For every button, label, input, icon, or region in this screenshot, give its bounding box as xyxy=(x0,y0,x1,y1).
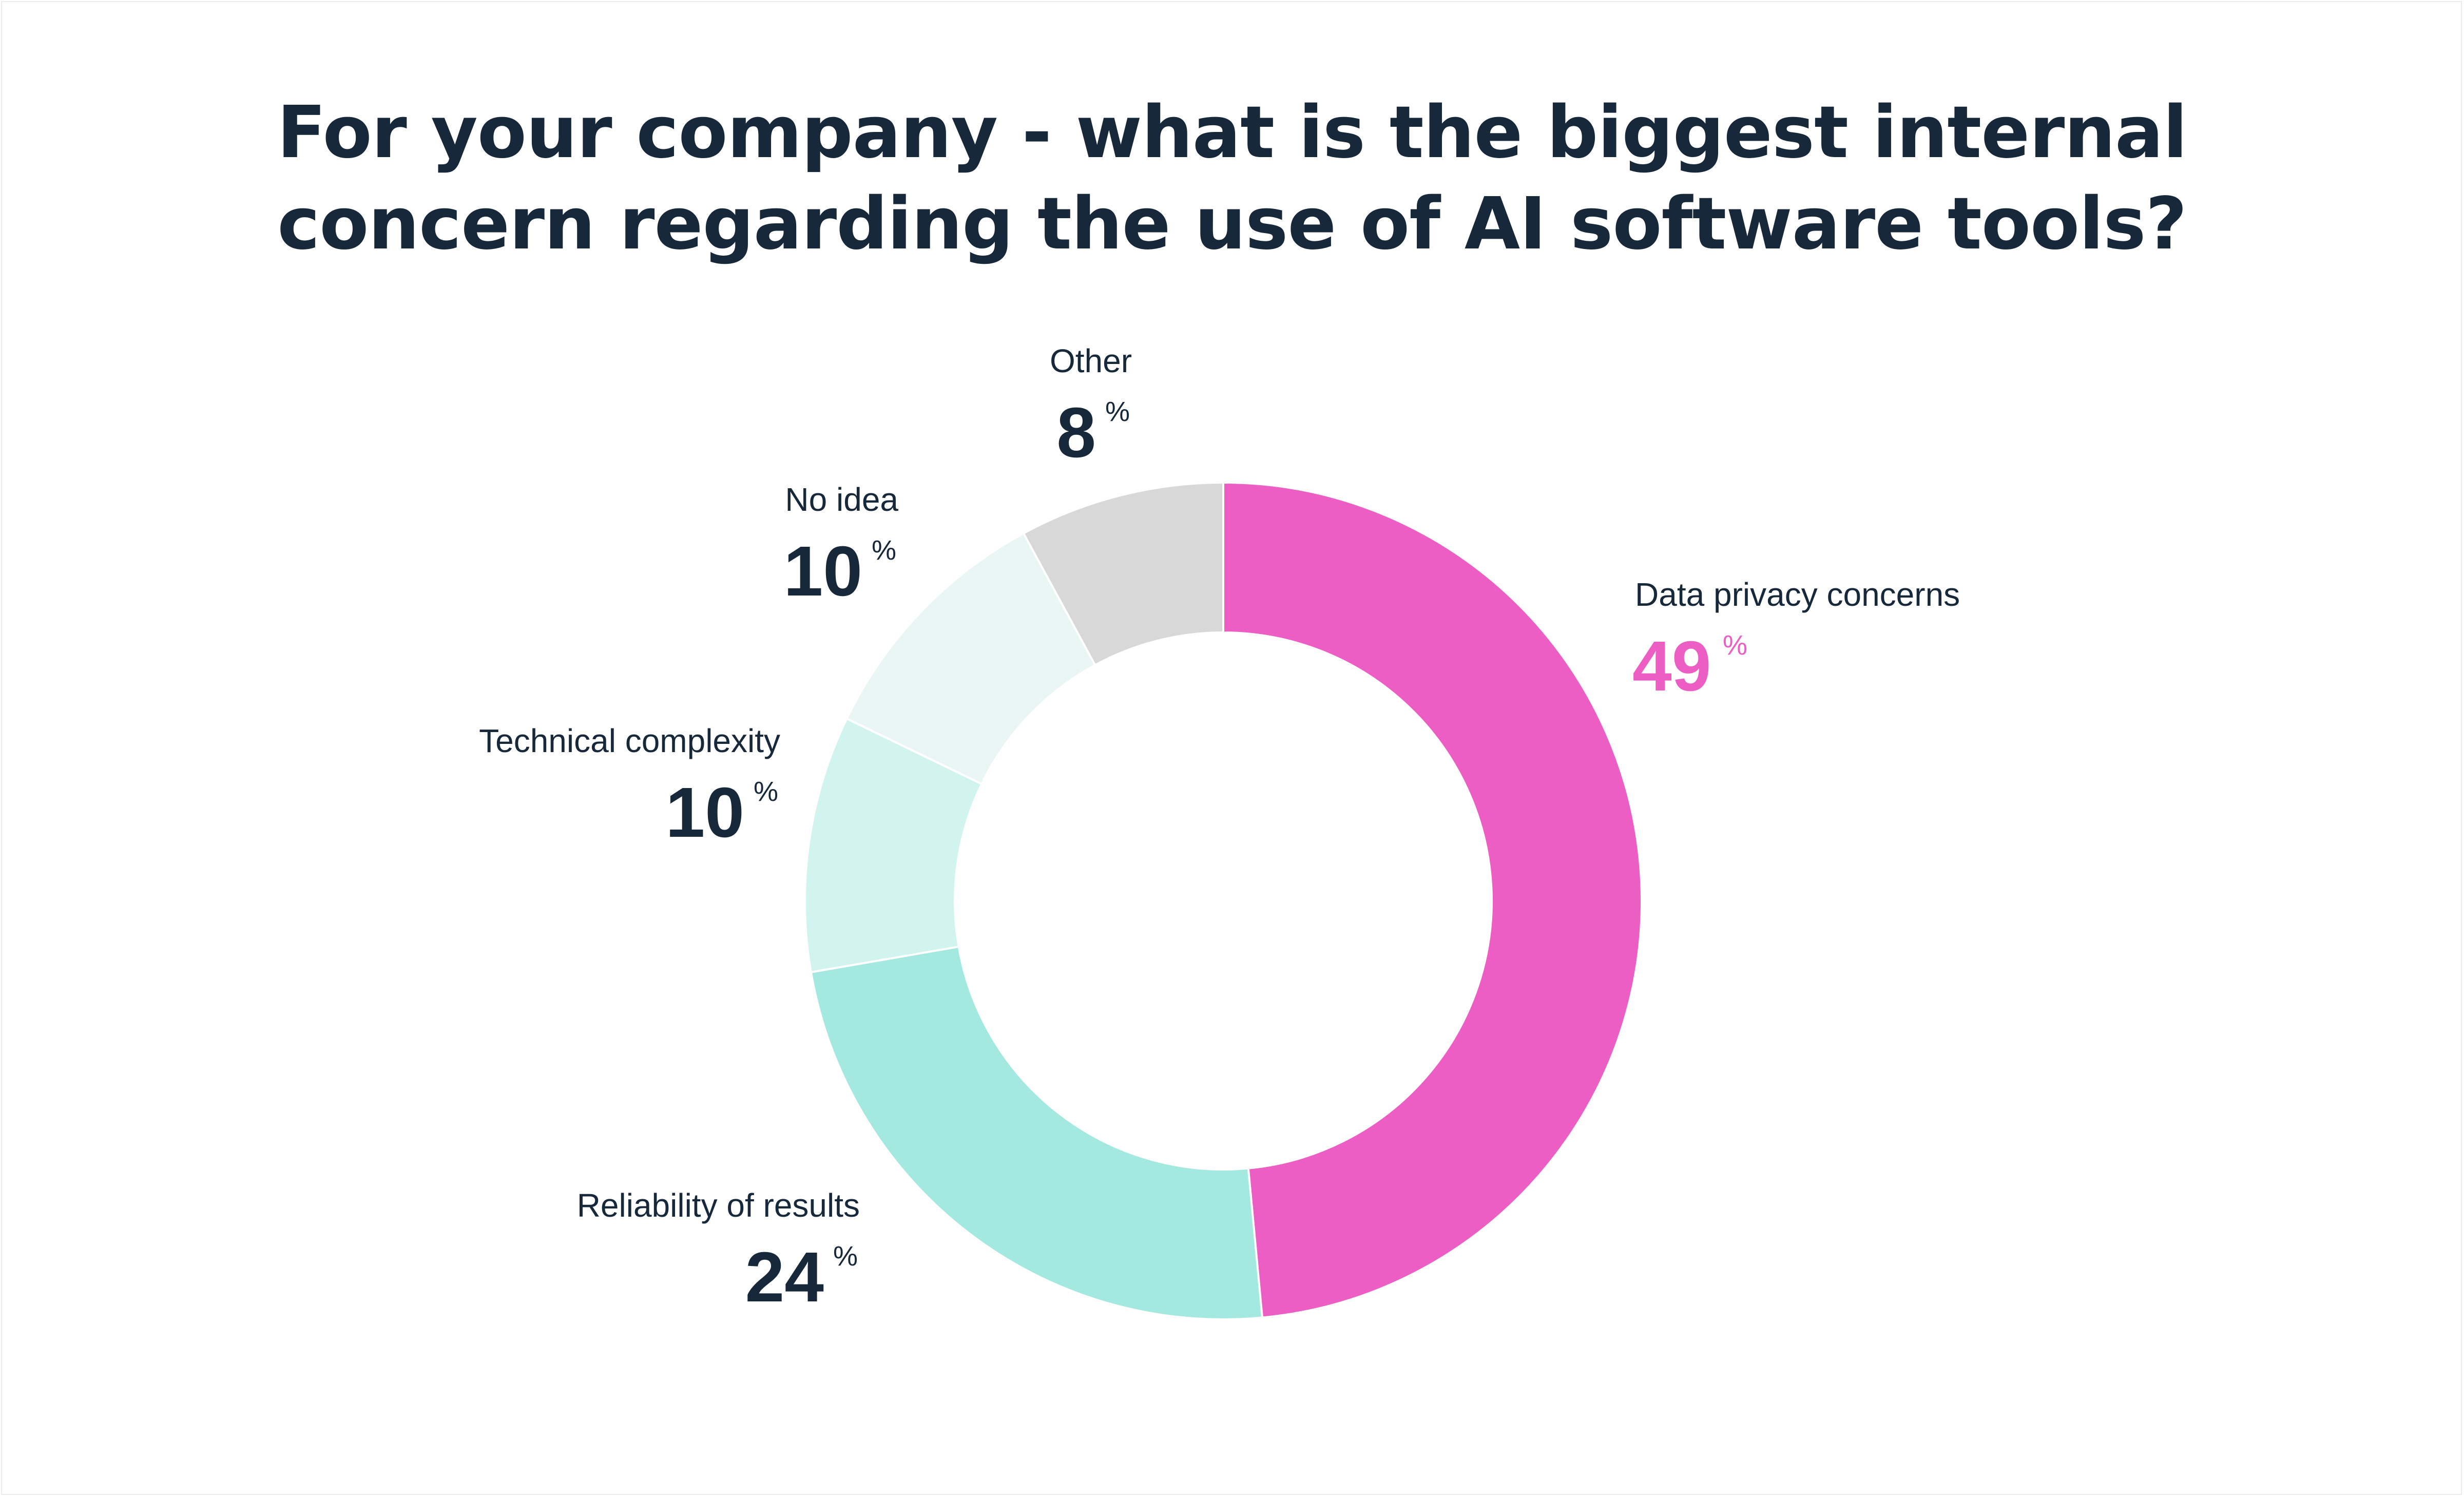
slice-unit-reliability-of-results: % xyxy=(833,1241,858,1272)
donut-slices xyxy=(804,481,1643,1320)
slice-label-other: Other xyxy=(1050,342,1132,379)
slice-unit-data-privacy-concerns: % xyxy=(1723,630,1747,661)
slice-reliability-of-results xyxy=(810,945,1264,1320)
slice-unit-technical-complexity: % xyxy=(754,776,778,807)
chart-title-line-1: For your company - what is the biggest i… xyxy=(277,91,2188,175)
slice-value-data-privacy-concerns: 49 xyxy=(1632,627,1711,706)
chart-title: For your company - what is the biggest i… xyxy=(0,87,2464,270)
slice-other xyxy=(1022,481,1224,667)
slice-label-reliability-of-results: Reliability of results xyxy=(577,1187,860,1224)
slice-unit-other: % xyxy=(1105,396,1130,427)
slice-value-reliability-of-results: 24 xyxy=(745,1238,824,1317)
slice-label-no-idea: No idea xyxy=(785,481,898,518)
slice-labels: Data privacy concerns 49 % Reliability of r… xyxy=(479,342,1960,1317)
slice-value-other: 8 xyxy=(1056,393,1096,472)
slice-value-no-idea: 10 xyxy=(784,532,863,611)
chart-title-line-2: concern regarding the use of AI software… xyxy=(277,182,2187,266)
slice-label-data-privacy-concerns: Data privacy concerns xyxy=(1635,576,1960,613)
slice-unit-no-idea: % xyxy=(872,535,896,566)
slice-value-technical-complexity: 10 xyxy=(666,773,745,852)
slice-data-privacy-concerns xyxy=(1222,481,1643,1319)
slice-label-technical-complexity: Technical complexity xyxy=(479,722,780,759)
